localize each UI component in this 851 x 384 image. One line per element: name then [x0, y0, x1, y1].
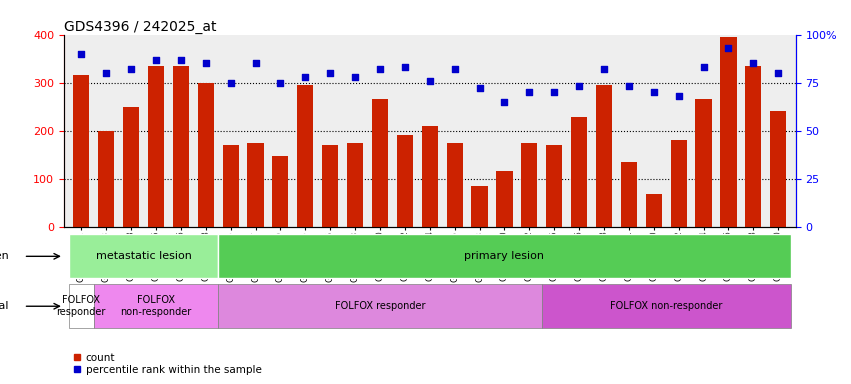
Bar	[542, 284, 791, 328]
Bar	[98, 131, 114, 227]
Bar	[73, 75, 89, 227]
Bar	[272, 156, 288, 227]
Point	[746, 60, 760, 66]
Bar	[447, 142, 463, 227]
Bar	[218, 234, 791, 278]
Point	[348, 74, 362, 80]
Bar	[671, 140, 687, 227]
Bar	[69, 284, 94, 328]
Text: FOLFOX
responder: FOLFOX responder	[56, 295, 106, 317]
Bar	[471, 186, 488, 227]
Bar	[770, 111, 786, 227]
Bar	[695, 99, 711, 227]
Bar	[123, 107, 139, 227]
Bar	[721, 37, 737, 227]
Bar	[218, 284, 542, 328]
Bar	[297, 85, 313, 227]
Point	[647, 89, 660, 95]
Bar	[173, 66, 189, 227]
Bar	[496, 171, 512, 227]
Point	[224, 79, 237, 86]
Point	[74, 51, 88, 57]
Text: FOLFOX responder: FOLFOX responder	[334, 301, 426, 311]
Bar	[322, 145, 339, 227]
Point	[299, 74, 312, 80]
Bar	[596, 85, 612, 227]
Point	[423, 78, 437, 84]
Point	[398, 64, 412, 70]
Point	[248, 60, 262, 66]
Point	[323, 70, 337, 76]
Bar	[745, 66, 762, 227]
Point	[672, 93, 686, 99]
Text: FOLFOX non-responder: FOLFOX non-responder	[610, 301, 722, 311]
Text: FOLFOX
non-responder: FOLFOX non-responder	[120, 295, 191, 317]
Point	[498, 99, 511, 105]
Bar	[197, 83, 214, 227]
Point	[448, 66, 461, 72]
Point	[573, 83, 586, 89]
Text: individual: individual	[0, 301, 9, 311]
Bar	[69, 234, 218, 278]
Text: specimen: specimen	[0, 251, 9, 262]
Text: primary lesion: primary lesion	[465, 251, 545, 262]
Bar	[571, 117, 587, 227]
Bar	[546, 145, 563, 227]
Point	[597, 66, 611, 72]
Point	[772, 70, 785, 76]
Point	[622, 83, 636, 89]
Text: metastatic lesion: metastatic lesion	[95, 251, 191, 262]
Point	[523, 89, 536, 95]
Bar	[222, 145, 238, 227]
Bar	[621, 162, 637, 227]
Point	[697, 64, 711, 70]
Point	[473, 85, 487, 91]
Point	[124, 66, 138, 72]
Bar	[421, 126, 438, 227]
Legend: count, percentile rank within the sample: count, percentile rank within the sample	[69, 348, 266, 379]
Bar	[248, 142, 264, 227]
Bar	[347, 142, 363, 227]
Point	[174, 56, 187, 63]
Point	[547, 89, 561, 95]
Bar	[148, 66, 164, 227]
Point	[722, 45, 735, 51]
Point	[100, 70, 113, 76]
Bar	[372, 99, 388, 227]
Point	[373, 66, 386, 72]
Bar	[94, 284, 218, 328]
Bar	[646, 194, 662, 227]
Bar	[521, 142, 538, 227]
Point	[149, 56, 163, 63]
Point	[273, 79, 287, 86]
Point	[199, 60, 213, 66]
Text: GDS4396 / 242025_at: GDS4396 / 242025_at	[64, 20, 216, 33]
Bar	[397, 136, 413, 227]
